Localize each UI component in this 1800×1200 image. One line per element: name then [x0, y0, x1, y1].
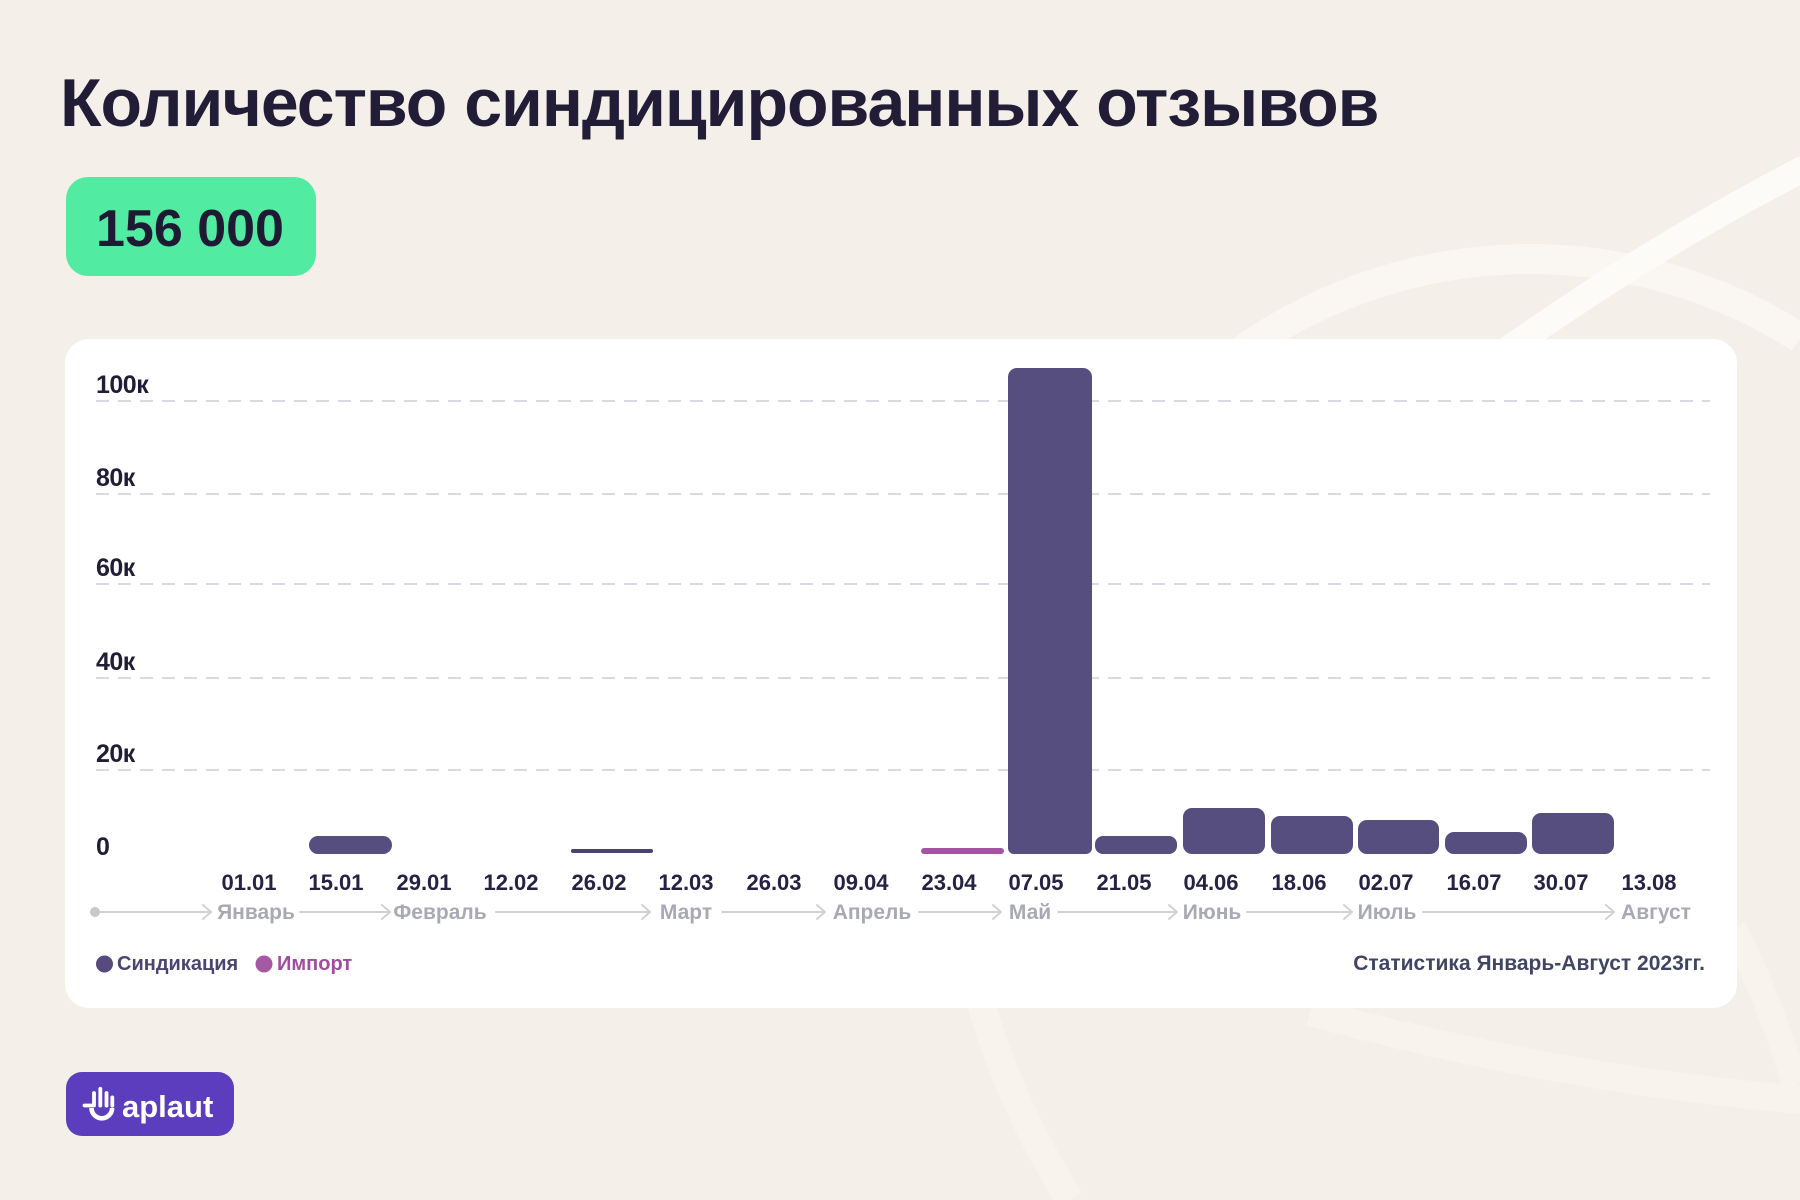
svg-text:aplaut: aplaut — [122, 1089, 213, 1124]
